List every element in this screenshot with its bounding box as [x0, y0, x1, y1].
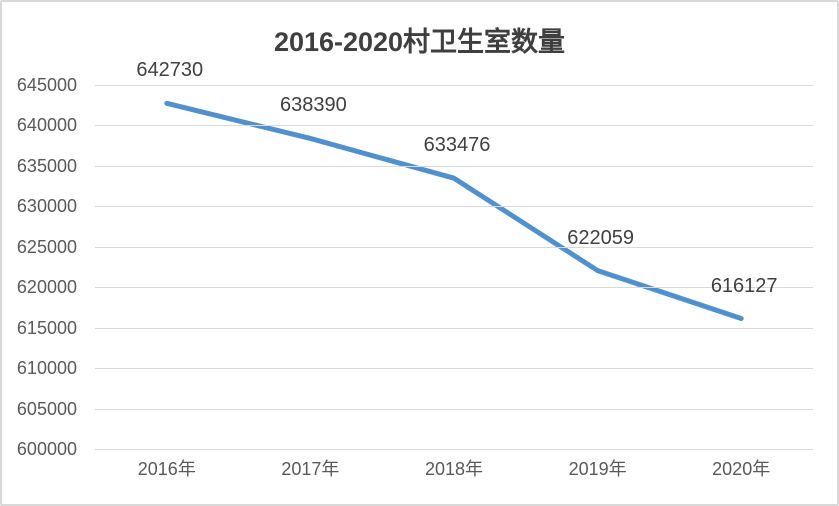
y-axis-tick-label: 600000	[16, 439, 77, 459]
gridline	[95, 327, 813, 329]
data-label: 616127	[710, 274, 778, 297]
data-label: 638390	[280, 94, 347, 117]
y-axis-tick-label: 605000	[16, 398, 77, 419]
gridline	[95, 125, 813, 127]
gridline	[95, 287, 813, 289]
series-line	[164, 100, 744, 322]
gridline	[95, 85, 813, 86]
x-axis-tick-label: 2017年	[281, 459, 340, 479]
gridline	[95, 206, 813, 208]
gridline	[95, 165, 813, 167]
chart-title: 2016-2020村卫生室数量	[273, 27, 566, 57]
data-label: 642730	[136, 59, 204, 82]
x-axis-tick-label: 2019年	[568, 459, 627, 479]
y-axis-tick-label: 630000	[16, 196, 77, 217]
y-axis-tick-label: 625000	[16, 236, 77, 257]
y-axis-tick-label: 640000	[16, 115, 77, 136]
x-axis-tick-label: 2016年	[137, 459, 196, 479]
plot-area	[95, 85, 813, 450]
y-axis-tick-label: 620000	[16, 277, 77, 298]
gridline	[95, 449, 813, 450]
data-label: 633476	[423, 134, 491, 157]
x-axis-tick-label: 2020年	[712, 459, 771, 479]
series-line-svg	[164, 100, 744, 322]
gridline	[95, 368, 813, 370]
gridline	[95, 246, 813, 248]
x-axis-tick-label: 2018年	[424, 459, 484, 479]
y-axis-tick-label: 645000	[16, 75, 77, 95]
gridline	[95, 408, 813, 410]
y-axis-tick-label: 615000	[16, 317, 77, 338]
y-axis-tick-label: 635000	[16, 155, 77, 176]
data-label: 622059	[567, 226, 634, 249]
y-axis-tick-label: 610000	[16, 358, 77, 379]
